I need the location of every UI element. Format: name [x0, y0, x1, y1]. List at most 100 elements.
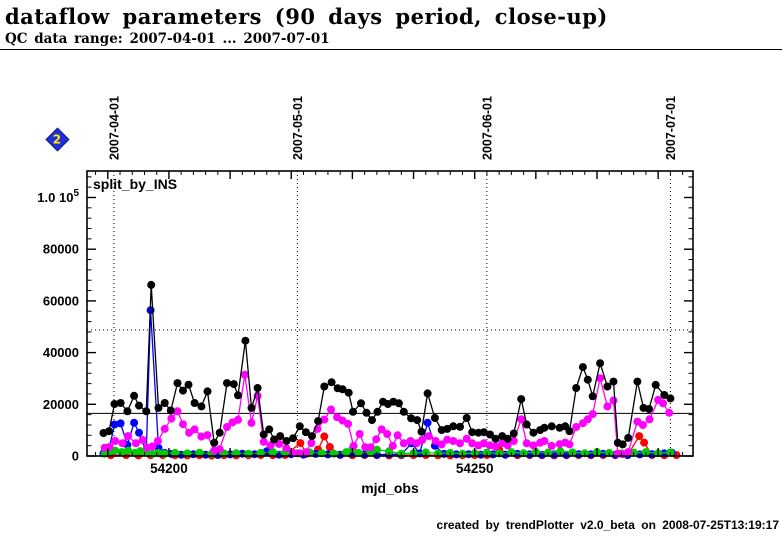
series-magenta-point	[588, 410, 597, 419]
series-green-point	[556, 447, 565, 456]
series-magenta-point	[349, 441, 358, 450]
series-magenta-point	[215, 445, 224, 454]
series-black-point	[609, 377, 618, 386]
series-magenta-point	[138, 436, 147, 444]
series-magenta-point	[596, 374, 605, 383]
series-magenta-point	[307, 439, 316, 448]
series-magenta-point	[361, 443, 370, 452]
plot-border	[86, 170, 694, 457]
series-red-point	[640, 438, 649, 447]
series-black-point	[357, 399, 365, 408]
series-black-point	[651, 380, 660, 389]
header-divider	[0, 49, 782, 50]
series-magenta-point	[529, 441, 538, 450]
series-green-point	[171, 448, 180, 457]
y-tick-label: 0	[72, 449, 79, 464]
series-magenta-point	[153, 437, 162, 445]
series-magenta-point	[449, 437, 458, 445]
series-green-point	[354, 448, 363, 457]
series-black-point	[373, 407, 382, 416]
series-magenta-point	[320, 415, 329, 424]
series-black-point	[247, 403, 256, 412]
series-blue-point	[116, 419, 125, 428]
series-black-point	[253, 384, 262, 392]
series-black-point	[223, 379, 231, 388]
date-label: 2007-04-01	[107, 96, 121, 160]
series-black-point	[179, 386, 187, 395]
series-black-point	[486, 430, 494, 439]
series-blue-point	[423, 418, 432, 427]
series-magenta-point	[503, 441, 512, 450]
series-magenta-point	[399, 439, 408, 448]
series-black-point	[583, 375, 592, 384]
series-black-point	[135, 401, 143, 410]
series-black-point	[417, 427, 426, 436]
series-black-point	[394, 399, 403, 408]
series-black-point	[147, 280, 156, 289]
series-black-point	[160, 399, 169, 407]
series-black-point	[190, 399, 199, 407]
series-black-point	[173, 379, 182, 388]
series-red-point	[296, 439, 305, 448]
series-black-point	[314, 417, 323, 426]
series-magenta-point	[462, 434, 471, 443]
series-black-point	[349, 407, 357, 416]
series-magenta-point	[111, 437, 120, 445]
series-black-point	[633, 377, 642, 386]
series-red-point	[320, 432, 329, 441]
series-magenta-point	[131, 439, 140, 448]
series-black-point	[259, 430, 268, 439]
series-magenta-point	[167, 414, 176, 423]
series-black-point	[479, 428, 488, 437]
series-magenta-point	[179, 420, 187, 429]
x-axis-title: mjd_obs	[361, 480, 419, 496]
series-magenta-point	[372, 435, 381, 444]
y-tick-label: 1.0 105	[37, 188, 79, 205]
series-magenta-point	[456, 439, 464, 448]
series-black-point	[462, 414, 471, 422]
series-black-point	[529, 428, 538, 437]
series-magenta-point	[659, 399, 667, 408]
series-black-point	[540, 423, 549, 432]
series-green-point	[342, 448, 351, 457]
series-black-point	[407, 414, 416, 423]
series-magenta-point	[509, 437, 518, 445]
series-magenta-point	[160, 424, 169, 433]
series-magenta-point	[105, 443, 114, 451]
y-tick-label: 60000	[43, 293, 79, 308]
series-blue-point	[110, 420, 119, 429]
date-label: 2007-07-01	[664, 96, 678, 160]
series-magenta-point	[203, 431, 212, 440]
series-black-point	[203, 387, 212, 396]
series-black-point	[282, 437, 291, 445]
series-black-point	[105, 427, 113, 436]
series-blue-point	[130, 418, 139, 427]
series-black-point	[547, 422, 556, 431]
series-green-point	[372, 445, 381, 454]
series-magenta-point	[479, 439, 488, 448]
series-black-point	[241, 336, 250, 345]
series-magenta-point	[517, 415, 526, 424]
series-black-point	[578, 363, 587, 372]
series-magenta-point	[665, 408, 674, 417]
series-black-point	[660, 391, 669, 399]
series-black-point	[184, 380, 193, 389]
series-black-point	[320, 382, 329, 391]
series-black-point	[123, 407, 132, 416]
series-black-point	[588, 392, 597, 401]
series-black-point	[603, 382, 612, 391]
series-magenta-point	[377, 425, 386, 434]
legend-label: split_by_INS	[93, 176, 177, 192]
series-black-point	[430, 414, 439, 422]
series-black-point	[116, 399, 125, 407]
series-magenta-point	[383, 430, 392, 438]
series-black-point	[327, 378, 336, 387]
series-green-point	[124, 446, 132, 455]
series-magenta-point	[234, 415, 242, 424]
series-black-point	[265, 425, 274, 434]
series-magenta-point	[148, 442, 157, 451]
series-green-point	[256, 448, 265, 457]
series-magenta-point	[624, 448, 633, 457]
series-magenta-point	[197, 432, 206, 441]
